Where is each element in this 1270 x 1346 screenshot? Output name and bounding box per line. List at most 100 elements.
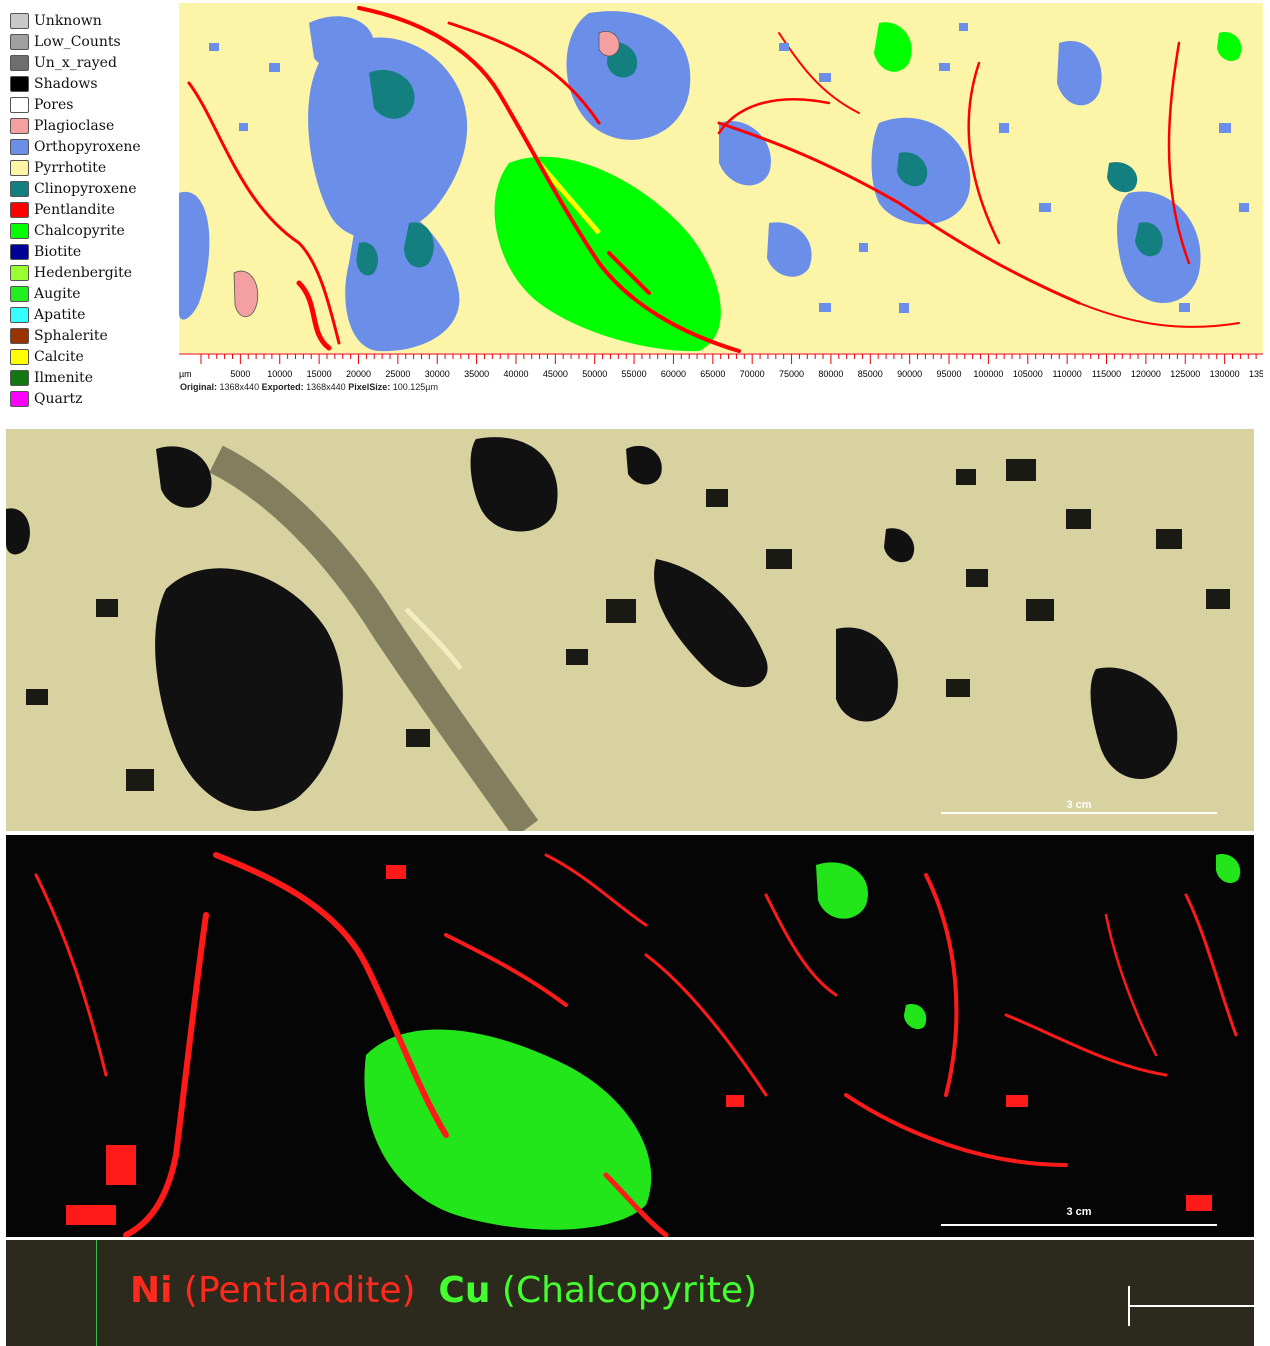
ruler-tick-label: 65000 xyxy=(700,369,725,379)
legend-swatch xyxy=(10,181,29,197)
ruler-tick-label: 95000 xyxy=(937,369,962,379)
legend-swatch xyxy=(10,349,29,365)
legend-item: Augite xyxy=(10,284,175,305)
legend-label: Apatite xyxy=(34,307,86,323)
cu-symbol: Cu xyxy=(438,1270,491,1311)
legend-swatch xyxy=(10,13,29,29)
ruler-unit: µm xyxy=(179,369,192,379)
legend-label: Pores xyxy=(34,97,74,113)
legend-swatch xyxy=(10,223,29,239)
legend-item: Calcite xyxy=(10,347,175,368)
cu-mineral: (Chalcopyrite) xyxy=(501,1270,758,1311)
legend-item: Sphalerite xyxy=(10,326,175,347)
legend-label: Orthopyroxene xyxy=(34,139,141,155)
ruler-tick-label: 20000 xyxy=(346,369,371,379)
mineral-legend: Unknown Low_Counts Un_x_rayed Shadows Pores P… xyxy=(10,11,175,410)
legend-swatch xyxy=(10,160,29,176)
ruler-tick-label: 45000 xyxy=(543,369,568,379)
original-label: Original: xyxy=(180,382,218,392)
legend-swatch xyxy=(10,202,29,218)
legend-label: Hedenbergite xyxy=(34,265,133,281)
bse-scale-bar xyxy=(941,812,1217,824)
ruler-tick-label: 100000 xyxy=(973,369,1003,379)
legend-swatch xyxy=(10,244,29,260)
ruler-tick-label: 25000 xyxy=(385,369,410,379)
legend-swatch xyxy=(10,139,29,155)
ni-symbol: Ni xyxy=(130,1270,173,1311)
ruler-tick-label: 30000 xyxy=(425,369,450,379)
legend-swatch xyxy=(10,286,29,302)
element-map-panel: 3 cm xyxy=(6,835,1254,1237)
legend-swatch xyxy=(10,391,29,407)
ruler-tick-label: 5000 xyxy=(230,369,250,379)
ni-mineral: (Pentlandite) xyxy=(183,1270,416,1311)
legend-item: Hedenbergite xyxy=(10,263,175,284)
ruler-tick-label: 40000 xyxy=(503,369,528,379)
ruler-tick-label: 120000 xyxy=(1131,369,1161,379)
ruler-tick-label: 80000 xyxy=(818,369,843,379)
legend-label: Clinopyroxene xyxy=(34,181,137,197)
ruler-tick-label: 135000 xyxy=(1249,369,1263,379)
legend-item: Pentlandite xyxy=(10,200,175,221)
bse-image-panel: 3 cm xyxy=(6,429,1254,831)
legend-item: Unknown xyxy=(10,11,175,32)
mineral-map xyxy=(179,3,1263,353)
legend-swatch xyxy=(10,118,29,134)
legend-item: Quartz xyxy=(10,389,175,410)
legend-label: Quartz xyxy=(34,391,83,407)
exported-label: Exported: xyxy=(261,382,304,392)
legend-label: Unknown xyxy=(34,13,102,29)
caption-panel: Ni (Pentlandite) Cu (Chalcopyrite) xyxy=(6,1240,1254,1346)
ruler-tick-label: 75000 xyxy=(779,369,804,379)
legend-label: Calcite xyxy=(34,349,84,365)
legend-label: Ilmenite xyxy=(34,370,93,386)
ruler-tick-label: 15000 xyxy=(307,369,332,379)
ruler-tick-label: 90000 xyxy=(897,369,922,379)
legend-label: Shadows xyxy=(34,76,98,92)
legend-item: Pyrrhotite xyxy=(10,158,175,179)
legend-item: Pores xyxy=(10,95,175,116)
ruler-tick-label: 50000 xyxy=(582,369,607,379)
ruler-tick-label: 110000 xyxy=(1052,369,1081,379)
legend-label: Un_x_rayed xyxy=(34,55,117,71)
legend-label: Sphalerite xyxy=(34,328,108,344)
legend-label: Biotite xyxy=(34,244,82,260)
legend-item: Plagioclase xyxy=(10,116,175,137)
legend-item: Low_Counts xyxy=(10,32,175,53)
legend-label: Chalcopyrite xyxy=(34,223,125,239)
legend-item: Apatite xyxy=(10,305,175,326)
bse-image xyxy=(6,429,1254,831)
exported-value: 1368x440 xyxy=(306,382,346,392)
ruler-tick-label: 105000 xyxy=(1013,369,1043,379)
element-scale-bar xyxy=(941,1224,1217,1236)
legend-item: Un_x_rayed xyxy=(10,53,175,74)
export-info: Original: 1368x440 Exported: 1368x440 Pi… xyxy=(180,382,438,392)
ruler-tick-label: 10000 xyxy=(267,369,292,379)
bse-scale-label: 3 cm xyxy=(1066,799,1092,811)
legend-swatch xyxy=(10,97,29,113)
legend-label: Augite xyxy=(34,286,81,302)
caption-divider-line xyxy=(96,1240,97,1346)
legend-item: Ilmenite xyxy=(10,368,175,389)
ruler-tick-label: 55000 xyxy=(622,369,647,379)
ruler-tick-label: 85000 xyxy=(858,369,883,379)
original-value: 1368x440 xyxy=(219,382,260,392)
ruler-tick-label: 60000 xyxy=(661,369,686,379)
ruler-tick-label: 70000 xyxy=(740,369,765,379)
scale-ruler: µm 5000 10000 15000 20000 25000 30000 35000 4000… xyxy=(179,353,1263,379)
legend-label: Plagioclase xyxy=(34,118,115,134)
legend-swatch xyxy=(10,55,29,71)
pixelsize-value: 100.125µm xyxy=(392,382,438,392)
legend-swatch xyxy=(10,265,29,281)
legend-swatch xyxy=(10,328,29,344)
element-map-image xyxy=(6,835,1254,1237)
ruler-tick-label: 35000 xyxy=(464,369,489,379)
legend-item: Shadows xyxy=(10,74,175,95)
legend-item: Clinopyroxene xyxy=(10,179,175,200)
legend-swatch xyxy=(10,307,29,323)
legend-label: Pyrrhotite xyxy=(34,160,107,176)
legend-item: Biotite xyxy=(10,242,175,263)
legend-swatch xyxy=(10,76,29,92)
pixelsize-label: PixelSize: xyxy=(348,382,391,392)
legend-item: Orthopyroxene xyxy=(10,137,175,158)
